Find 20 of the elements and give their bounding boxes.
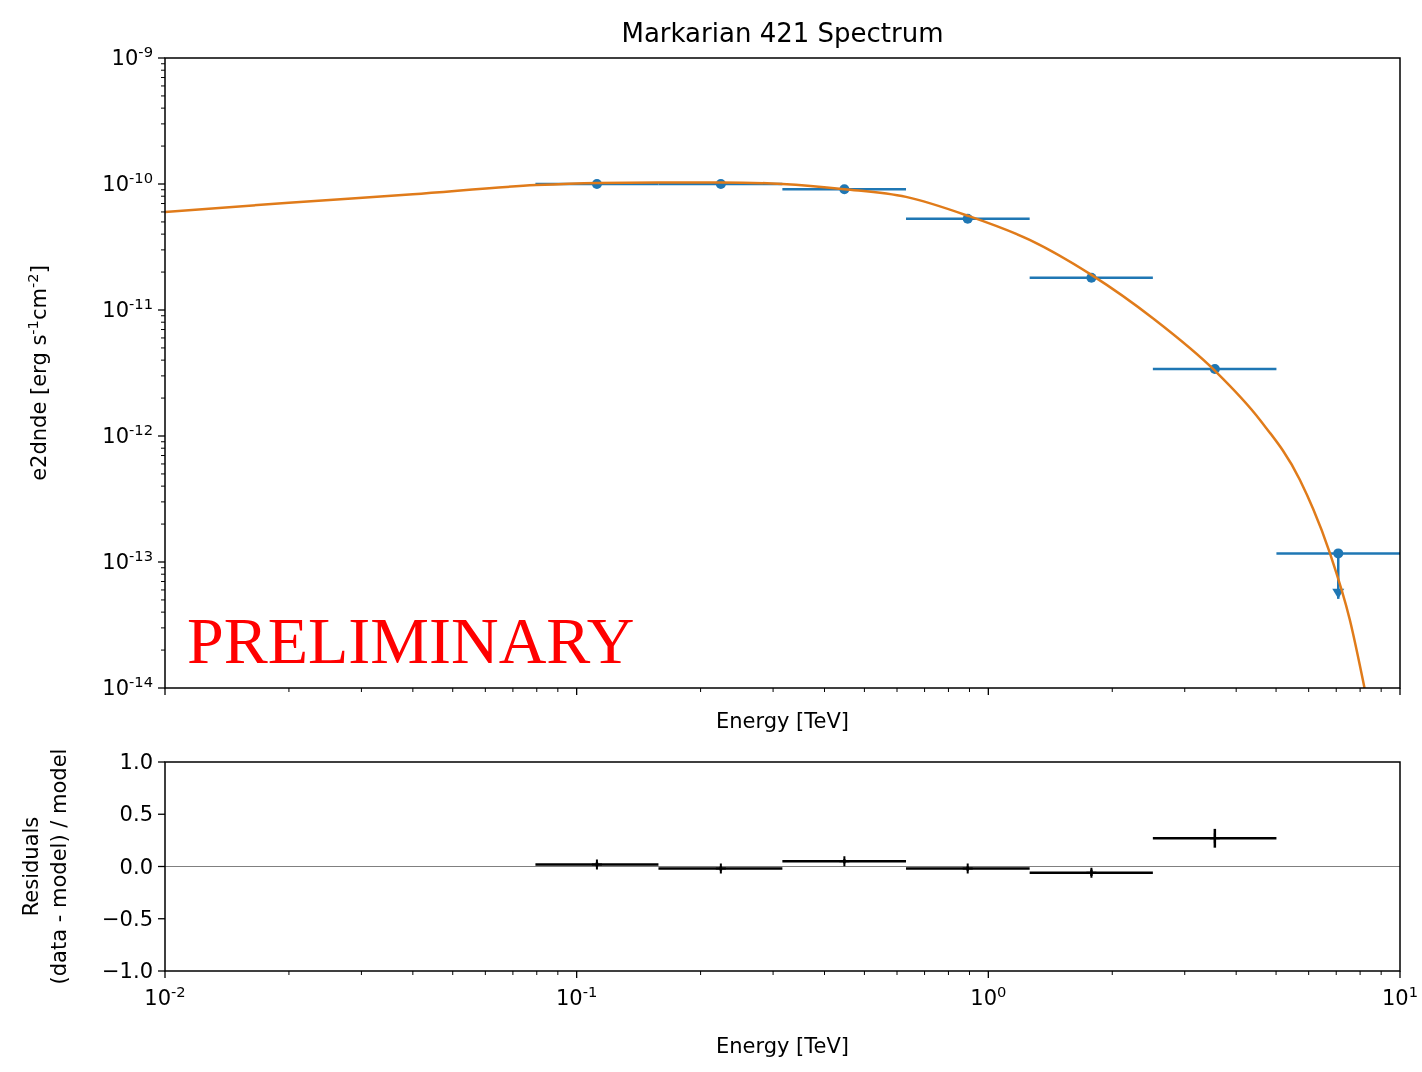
y-tick-label: 1.0 xyxy=(119,750,153,774)
y-tick-label: −1.0 xyxy=(102,959,153,983)
y-tick-label: −0.5 xyxy=(102,906,153,931)
x-axis-title: Energy [TeV] xyxy=(715,709,850,733)
y-tick-label: 0.0 xyxy=(119,854,153,879)
annotation: PRELIMINARY xyxy=(187,604,635,677)
y-tick-label: 10$^{-9}$ xyxy=(111,42,153,70)
y-tick-label: 10$^{-12}$ xyxy=(102,420,153,448)
y-tick-label: 10$^{-13}$ xyxy=(102,546,153,574)
y-tick-label: 10$^{-11}$ xyxy=(102,294,153,322)
x-tick-label: 10$^{1}$ xyxy=(1381,982,1419,1010)
y-tick-label: 0.5 xyxy=(119,802,153,827)
chart-title: Markarian 421 Spectrum xyxy=(621,18,944,48)
y-tick-label: 10$^{-14}$ xyxy=(102,672,153,700)
y-tick-label: 10$^{-10}$ xyxy=(102,168,153,196)
x-tick-label: 10$^{-1}$ xyxy=(555,982,598,1010)
x-tick-label: 10$^{0}$ xyxy=(970,982,1007,1010)
y-axis-title: Residuals (data - model) / model xyxy=(19,748,71,985)
x-tick-label: 10$^{-2}$ xyxy=(144,982,186,1010)
x-axis-title: Energy [TeV] xyxy=(715,1034,850,1058)
